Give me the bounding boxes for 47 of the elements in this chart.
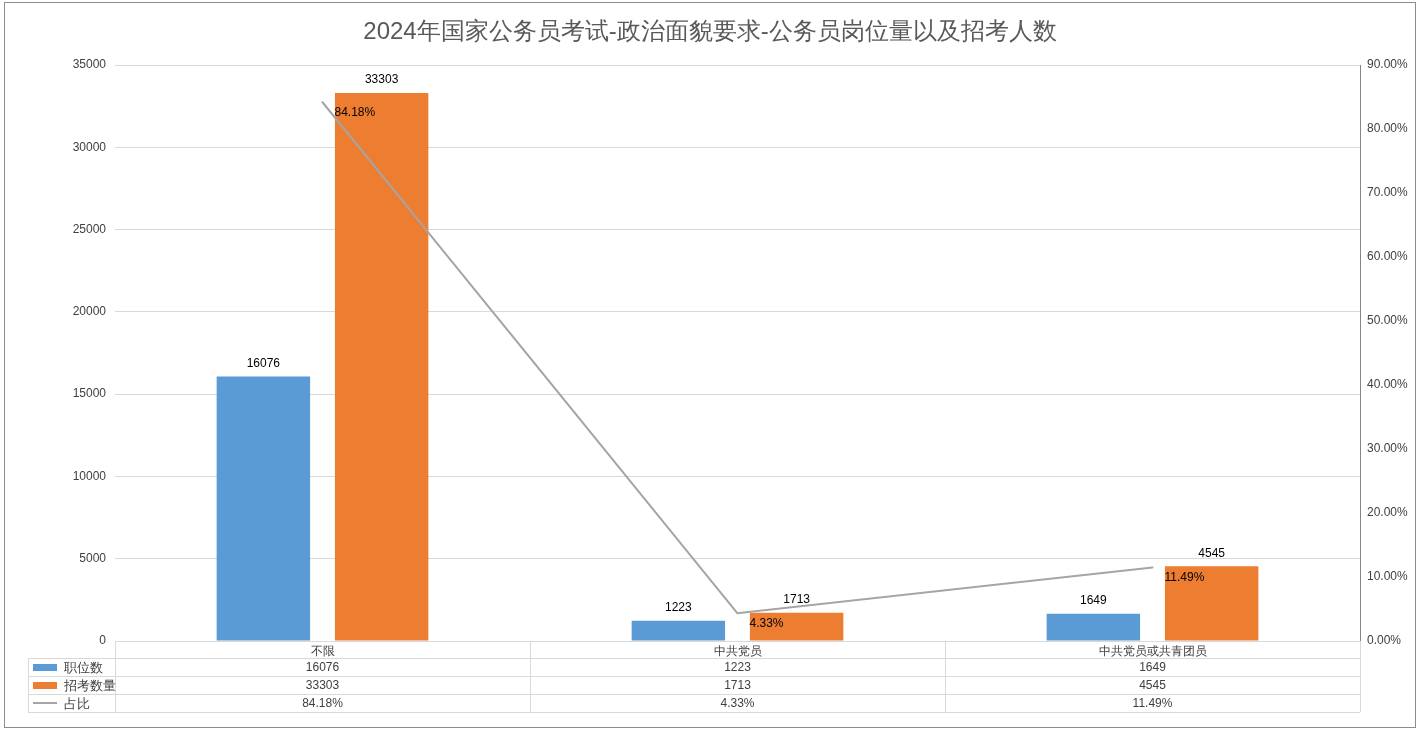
- x-tick-label: 中共党员或共青团员: [1098, 643, 1207, 658]
- legend-label: 招考数量: [63, 677, 116, 693]
- text: 84.18%: [334, 104, 376, 119]
- data-label: 4.33%: [720, 696, 755, 711]
- data-label: 1649: [1139, 660, 1167, 675]
- legend-label: 占比: [64, 695, 90, 711]
- data-label: 11.49%: [1132, 696, 1173, 711]
- data-label: 4545: [1139, 678, 1167, 693]
- y-tick-label: 10000: [72, 468, 107, 483]
- y2-tick-label: 10.00%: [1367, 569, 1409, 584]
- text: 1649: [1080, 593, 1107, 608]
- y-tick-label: 30000: [72, 139, 107, 154]
- text: 4545: [1198, 545, 1225, 560]
- y-tick-label: 15000: [72, 386, 107, 401]
- y-tick-label: 20000: [72, 304, 107, 319]
- data-label: 84.18%: [302, 696, 344, 711]
- text: 16076: [246, 355, 281, 370]
- y-tick-label: 35000: [72, 57, 107, 72]
- legend-label: 职位数: [64, 659, 103, 675]
- y-tick-label: 0: [99, 633, 107, 648]
- y-tick-label: 25000: [72, 221, 107, 236]
- y2-tick-label: 30.00%: [1367, 441, 1409, 456]
- y2-tick-label: 20.00%: [1367, 505, 1409, 520]
- text: 1713: [783, 592, 810, 607]
- y-tick-label: 5000: [79, 551, 107, 566]
- bar: [1046, 613, 1141, 641]
- bar: [631, 620, 726, 641]
- data-label: 16076: [305, 660, 340, 675]
- text: 11.49%: [1164, 569, 1205, 584]
- bar: [334, 92, 429, 641]
- y2-tick-label: 50.00%: [1367, 313, 1409, 328]
- data-label: 33303: [305, 678, 340, 693]
- y2-tick-label: 40.00%: [1367, 377, 1409, 392]
- y2-tick-label: 70.00%: [1367, 185, 1409, 200]
- x-tick-label: 不限: [310, 643, 335, 658]
- y2-tick-label: 90.00%: [1367, 57, 1409, 72]
- y2-tick-label: 60.00%: [1367, 249, 1409, 264]
- text: 1223: [665, 600, 692, 615]
- y2-tick-label: 0.00%: [1367, 633, 1402, 648]
- text: 33303: [364, 72, 399, 87]
- x-tick-label: 中共党员: [713, 643, 762, 658]
- bar: [216, 376, 311, 641]
- y2-tick-label: 80.00%: [1367, 121, 1409, 136]
- bar: [1164, 566, 1259, 641]
- data-label: 1223: [724, 660, 752, 675]
- chart-title: 2024年国家公务员考试-政治面貌要求-公务员岗位量以及招考人数: [363, 17, 1057, 45]
- data-label: 1713: [724, 678, 752, 693]
